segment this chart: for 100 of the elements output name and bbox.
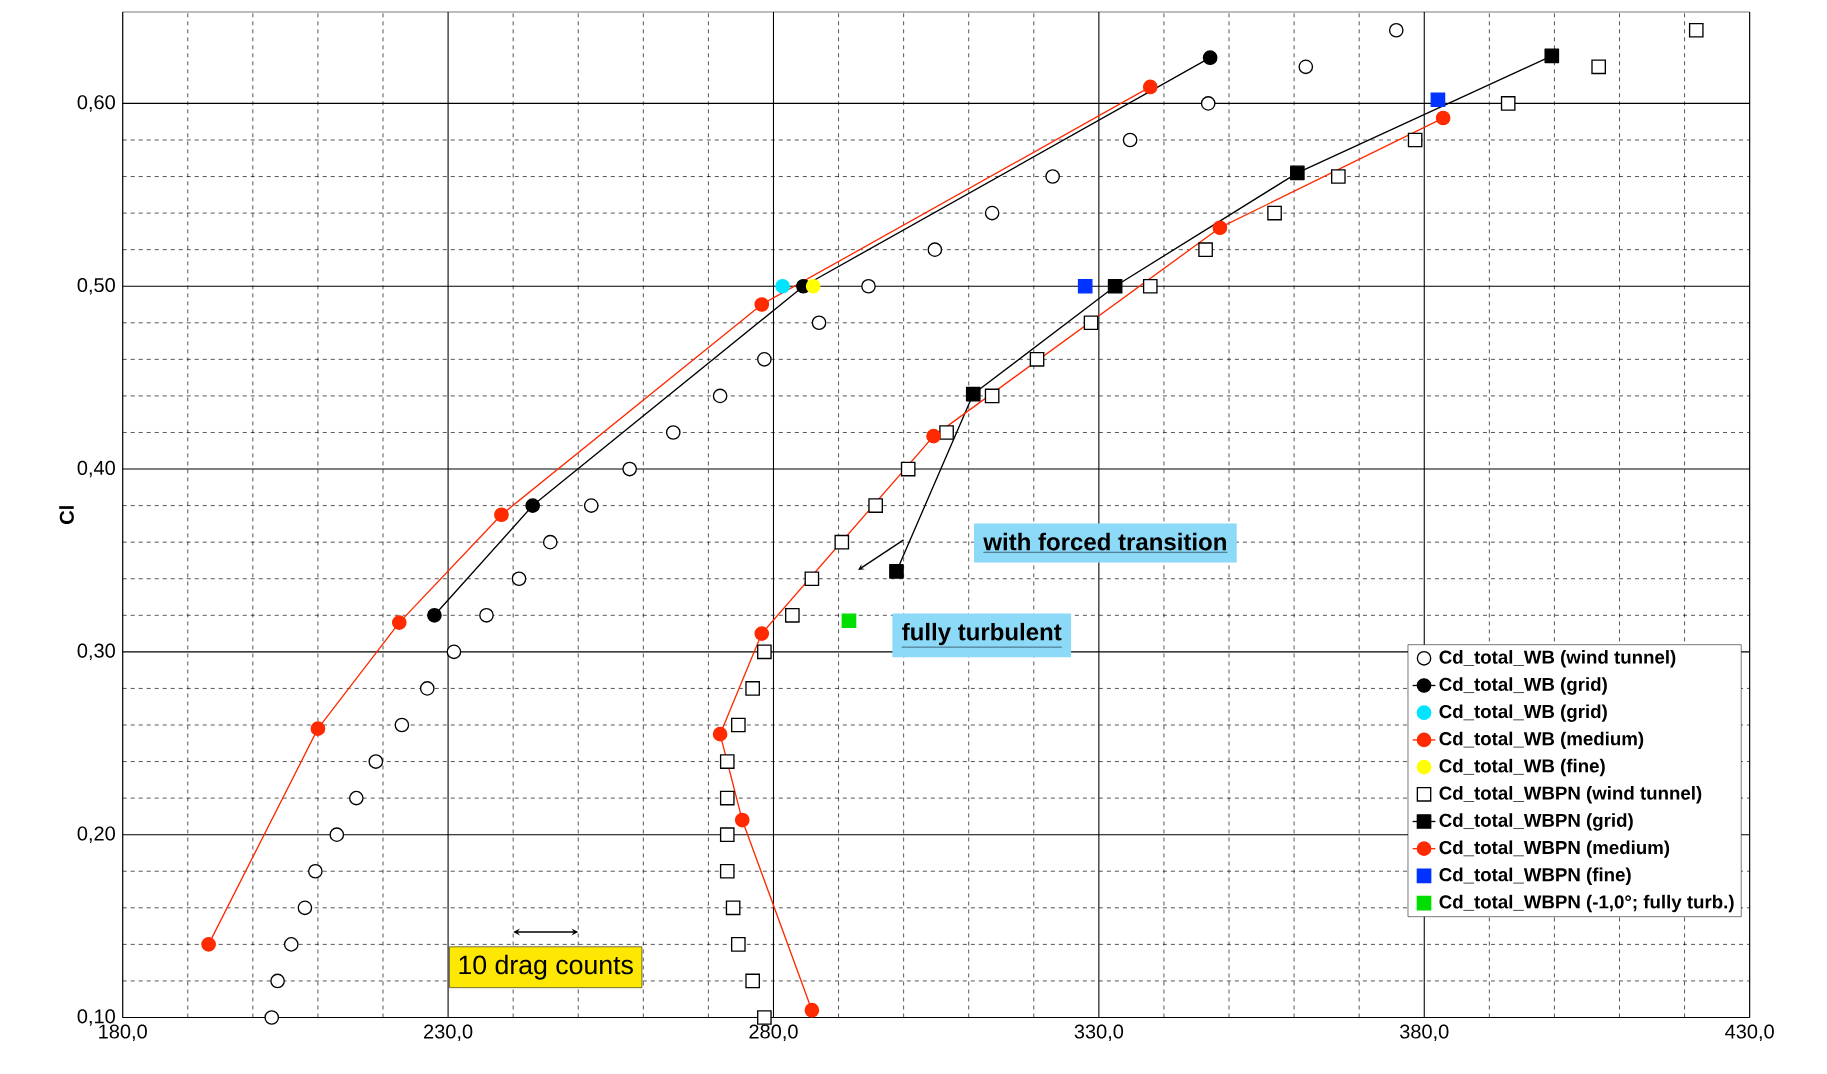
point xyxy=(494,507,509,523)
annotation: with forced transition xyxy=(983,532,1226,551)
point xyxy=(1407,132,1423,148)
point xyxy=(1077,279,1093,294)
point xyxy=(1083,315,1099,331)
point xyxy=(270,973,285,989)
point xyxy=(719,754,735,770)
point xyxy=(1198,242,1213,258)
point xyxy=(731,937,746,952)
point xyxy=(329,827,345,843)
point xyxy=(984,388,1000,404)
point xyxy=(775,279,790,294)
point xyxy=(745,681,760,696)
x-tick-label: 430,0 xyxy=(1725,1024,1774,1042)
point xyxy=(297,900,313,916)
point xyxy=(348,791,364,806)
y-tick-label: 0,10 xyxy=(77,1009,115,1026)
point xyxy=(1430,92,1446,108)
y-tick-label: 0,50 xyxy=(77,278,115,295)
point xyxy=(811,315,827,331)
x-tick-label: 180,0 xyxy=(99,1024,147,1042)
legend-label: Cd_total_WBPN (-1,0°; fully turb.) xyxy=(1439,895,1734,913)
point xyxy=(201,937,216,952)
point xyxy=(542,535,558,550)
point xyxy=(368,754,384,770)
point xyxy=(889,564,904,579)
point xyxy=(841,613,857,629)
point xyxy=(1142,79,1158,95)
point xyxy=(391,615,407,631)
y-tick-label: 0,30 xyxy=(77,643,115,661)
legend-label: Cd_total_WBPN (grid) xyxy=(1439,813,1633,831)
point xyxy=(734,812,750,828)
point xyxy=(719,827,735,843)
point xyxy=(868,498,883,514)
point xyxy=(1212,220,1228,236)
point xyxy=(754,297,770,313)
point xyxy=(804,571,820,587)
legend-label: Cd_total_WBPN (fine) xyxy=(1439,867,1631,886)
y-tick-label: 0,20 xyxy=(77,826,115,844)
point xyxy=(511,571,527,587)
point xyxy=(927,242,943,258)
point xyxy=(1142,279,1158,294)
point xyxy=(926,429,941,444)
point xyxy=(446,644,462,660)
point xyxy=(1290,165,1305,181)
point xyxy=(900,461,916,477)
point xyxy=(283,937,299,952)
point xyxy=(719,791,735,806)
point xyxy=(757,644,772,660)
point xyxy=(1500,96,1516,111)
legend-label: Cd_total_WB (medium) xyxy=(1439,731,1644,750)
point xyxy=(1591,59,1606,75)
point xyxy=(1435,110,1451,126)
y-tick-label: 0,40 xyxy=(77,461,115,478)
point xyxy=(754,626,770,642)
point xyxy=(1029,352,1045,367)
point xyxy=(939,425,954,441)
point xyxy=(804,1003,820,1018)
point xyxy=(861,279,876,294)
point xyxy=(834,535,850,550)
point xyxy=(1107,279,1123,294)
point xyxy=(264,1010,280,1026)
point xyxy=(731,717,746,733)
point xyxy=(712,388,728,404)
point xyxy=(307,864,323,879)
point xyxy=(1267,205,1282,221)
point xyxy=(1202,50,1218,66)
point xyxy=(419,681,435,696)
point xyxy=(719,864,735,879)
point xyxy=(805,279,821,294)
point xyxy=(479,608,494,623)
point xyxy=(394,717,410,733)
legend-label: Cd_total_WB (grid) xyxy=(1439,704,1607,723)
point xyxy=(785,608,800,623)
x-tick-label: 280,0 xyxy=(749,1024,798,1042)
point xyxy=(1122,132,1138,148)
point xyxy=(984,205,1000,221)
x-tick-label: 230,0 xyxy=(424,1024,473,1042)
point xyxy=(310,721,326,737)
point xyxy=(745,973,760,989)
point xyxy=(525,498,541,514)
point xyxy=(965,386,981,402)
annotation: 10 drag counts xyxy=(459,955,633,980)
point xyxy=(427,608,442,623)
point xyxy=(725,900,741,916)
point xyxy=(1200,96,1216,111)
y-axis-title: Cl xyxy=(59,506,74,525)
legend-label: Cd_total_WB (fine) xyxy=(1439,759,1605,777)
x-tick-label: 330,0 xyxy=(1074,1024,1124,1042)
point xyxy=(1331,169,1346,185)
point xyxy=(622,461,637,477)
legend-label: Cd_total_WBPN (wind tunnel) xyxy=(1439,786,1702,804)
annotation: fully turbulent xyxy=(902,623,1062,646)
legend-label: Cd_total_WBPN (medium) xyxy=(1439,840,1670,859)
legend-label: Cd_total_WB (grid) xyxy=(1439,677,1607,695)
point xyxy=(665,425,681,441)
legend-label: Cd_total_WB (wind tunnel) xyxy=(1439,650,1676,668)
point xyxy=(1544,48,1560,64)
point xyxy=(1688,23,1704,38)
y-tick-label: 0,60 xyxy=(77,95,115,112)
